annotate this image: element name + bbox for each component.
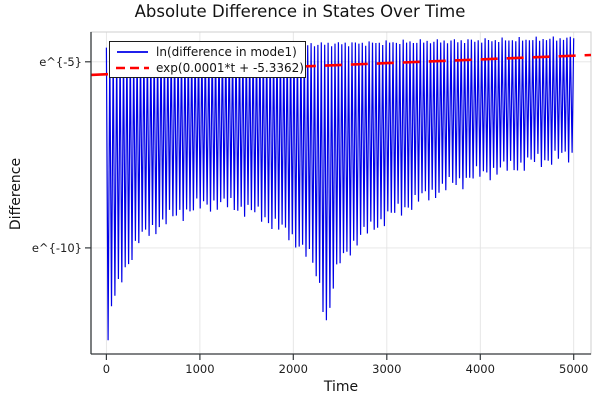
x-tick-label: 1000 <box>185 362 214 376</box>
red-dashed-sample-icon <box>116 66 149 69</box>
series-ln-difference <box>105 36 575 341</box>
legend-entry-blue: ln(difference in mode1) <box>116 44 301 59</box>
x-tick-label: 0 <box>103 362 110 376</box>
x-tick-label: 3000 <box>372 362 401 376</box>
x-tick-label: 2000 <box>279 362 308 376</box>
x-axis-title: Time <box>323 379 359 395</box>
legend-label-red: exp(0.0001*t + -5.3362) <box>156 60 304 75</box>
y-tick-label: e^{-5} <box>39 55 82 69</box>
y-tick-label: e^{-10} <box>32 241 82 255</box>
chart-title: Absolute Difference in States Over Time <box>134 2 466 21</box>
blue-line-sample-icon <box>117 50 148 53</box>
x-tick-label: 4000 <box>466 362 495 376</box>
legend-label-blue: ln(difference in mode1) <box>156 44 297 59</box>
legend-box: ln(difference in mode1) exp(0.0001*t + -… <box>109 41 306 78</box>
legend-entry-red: exp(0.0001*t + -5.3362) <box>116 60 304 75</box>
x-tick-label: 5000 <box>559 362 588 376</box>
y-axis-title: Difference <box>8 157 24 231</box>
